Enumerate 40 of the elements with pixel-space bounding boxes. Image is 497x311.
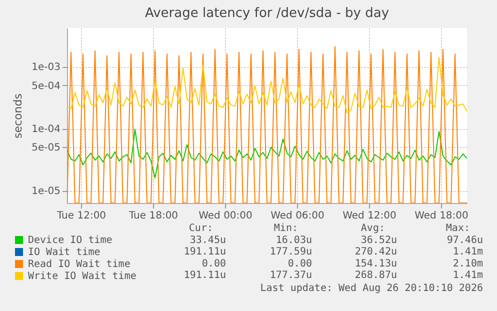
y-tick-label: 1e-04 bbox=[32, 124, 60, 136]
text: 36.52u bbox=[360, 235, 397, 246]
text: 1.41m bbox=[452, 270, 483, 282]
text: Max: bbox=[446, 223, 470, 234]
x-tick-label: Wed 12:00 bbox=[342, 210, 396, 222]
text: 1.41m bbox=[452, 246, 483, 258]
text: Last update: Wed Aug 26 20:10:10 2026 bbox=[260, 283, 483, 294]
text: Avg: bbox=[360, 223, 385, 234]
x-tick-label: Tue 18:00 bbox=[128, 210, 178, 222]
y-tick-label: 1e-05 bbox=[32, 186, 60, 198]
legend-label: IO Wait time bbox=[28, 247, 100, 258]
text: 268.87u bbox=[354, 270, 397, 282]
x-tick-label: Wed 06:00 bbox=[270, 210, 324, 222]
text: 191.11u bbox=[184, 270, 226, 282]
text: 97.46u bbox=[446, 235, 483, 246]
legend-label: Device IO time bbox=[28, 235, 112, 246]
text: 33.45u bbox=[190, 235, 226, 246]
text: 177.37u bbox=[270, 270, 312, 282]
text: 177.59u bbox=[270, 246, 312, 258]
text: Min: bbox=[274, 223, 298, 234]
text: 154.13u bbox=[354, 258, 397, 270]
y-axis-title: seconds bbox=[12, 93, 25, 138]
text: 191.11u bbox=[184, 246, 226, 258]
x-tick-label: Wed 00:00 bbox=[198, 210, 252, 222]
y-tick-label: 5e-05 bbox=[32, 142, 60, 154]
text: 16.03u bbox=[276, 235, 312, 246]
text: Cur: bbox=[188, 223, 213, 234]
text: 270.42u bbox=[354, 246, 397, 258]
y-tick-label: 1e-03 bbox=[32, 62, 60, 74]
chart-title: Average latency for /dev/sda - by day bbox=[144, 6, 390, 21]
x-tick-label: Tue 12:00 bbox=[56, 210, 106, 222]
line-series bbox=[67, 128, 467, 178]
text: 0.00 bbox=[202, 258, 226, 270]
legend-label: Read IO Wait time bbox=[28, 259, 130, 270]
text: 2.10m bbox=[452, 258, 483, 270]
text: 0.00 bbox=[288, 258, 312, 270]
x-tick-label: Wed 18:00 bbox=[414, 210, 468, 222]
line-series bbox=[67, 56, 467, 114]
y-tick-label: 5e-04 bbox=[32, 80, 60, 92]
legend-label: Write IO Wait time bbox=[28, 271, 136, 282]
